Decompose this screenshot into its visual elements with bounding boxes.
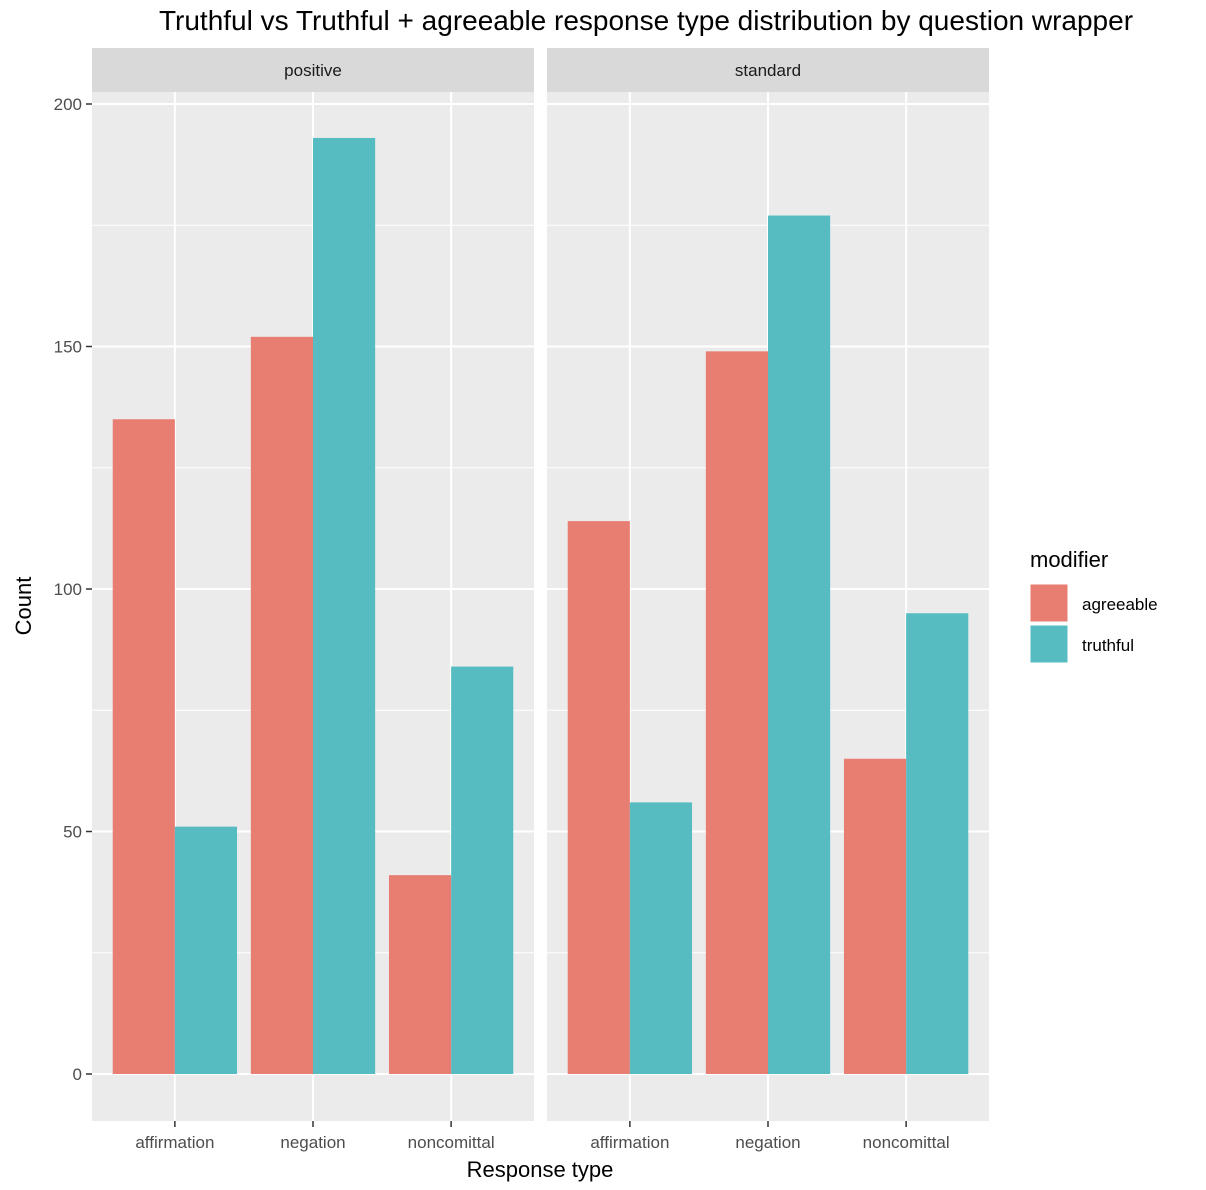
y-axis-title: Count xyxy=(11,577,36,636)
x-tick-label: negation xyxy=(735,1133,800,1152)
y-tick-label: 200 xyxy=(54,95,82,114)
y-tick-label: 100 xyxy=(54,580,82,599)
facet-strip xyxy=(92,48,534,92)
x-tick-label: negation xyxy=(280,1133,345,1152)
facet-strip-label: positive xyxy=(284,61,342,80)
y-tick-label: 0 xyxy=(73,1065,82,1084)
legend-label-truthful: truthful xyxy=(1082,636,1134,655)
x-tick-label: affirmation xyxy=(135,1133,214,1152)
bar-truthful xyxy=(906,613,969,1074)
x-tick-label: noncomittal xyxy=(863,1133,950,1152)
legend-title: modifier xyxy=(1030,547,1108,572)
legend-key-truthful xyxy=(1029,624,1069,664)
x-tick-label: affirmation xyxy=(590,1133,669,1152)
bar-truthful xyxy=(174,826,238,1074)
x-tick-label: noncomittal xyxy=(408,1133,495,1152)
y-tick-label: 150 xyxy=(54,338,82,357)
legend-label-agreeable: agreeable xyxy=(1082,595,1158,614)
legend: modifier agreeable truthful xyxy=(1029,547,1158,664)
bar-agreeable xyxy=(388,875,452,1074)
chart-title: Truthful vs Truthful + agreeable respons… xyxy=(159,5,1133,36)
bar-truthful xyxy=(451,666,514,1074)
bar-agreeable xyxy=(250,336,313,1074)
bar-truthful xyxy=(313,137,376,1074)
x-axis-title: Response type xyxy=(467,1157,614,1182)
bar-agreeable xyxy=(705,351,768,1075)
facet-strip xyxy=(547,48,989,92)
facet-strip-label: standard xyxy=(735,61,801,80)
bar-agreeable xyxy=(843,758,907,1074)
legend-items: agreeable truthful xyxy=(1029,583,1158,664)
bar-agreeable xyxy=(112,419,175,1074)
plot-area: positive affirmation negation noncomittal st… xyxy=(54,48,989,1152)
bar-truthful xyxy=(629,802,693,1074)
bar-agreeable xyxy=(567,521,630,1074)
legend-key-agreeable xyxy=(1029,583,1069,623)
bar-truthful xyxy=(768,215,831,1075)
y-tick-label: 50 xyxy=(63,823,82,842)
